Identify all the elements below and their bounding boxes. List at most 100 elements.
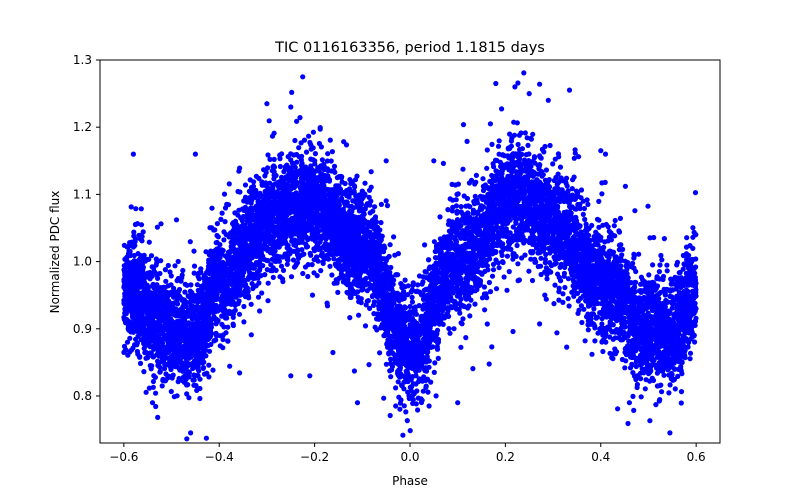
data-point: [453, 306, 460, 312]
data-point: [432, 255, 439, 261]
data-point: [489, 273, 496, 279]
chart-title: TIC 0116163356, period 1.1815 days: [274, 40, 545, 56]
data-point: [369, 293, 375, 300]
data-point: [622, 365, 628, 371]
data-point: [403, 409, 409, 415]
data-point: [480, 176, 486, 182]
data-point: [678, 400, 684, 406]
data-point: [152, 374, 158, 380]
data-point: [294, 159, 300, 165]
data-point: [589, 351, 595, 357]
data-point: [127, 335, 133, 341]
data-point: [387, 242, 393, 248]
data-point: [550, 161, 556, 167]
data-point: [449, 181, 455, 187]
data-point: [242, 182, 249, 188]
data-point: [397, 406, 403, 412]
data-point: [591, 306, 597, 312]
data-point: [630, 370, 636, 376]
data-point: [161, 284, 167, 290]
data-point: [175, 289, 181, 295]
data-point: [219, 313, 225, 319]
data-point: [329, 272, 335, 278]
data-point: [455, 181, 461, 187]
data-point: [312, 151, 318, 157]
data-point: [582, 216, 588, 222]
data-point: [146, 385, 152, 391]
scatter-points: [121, 70, 699, 442]
data-point: [525, 142, 531, 148]
data-point: [540, 172, 546, 178]
data-point: [387, 269, 393, 275]
data-point: [526, 158, 532, 164]
data-point: [467, 313, 473, 319]
data-point: [481, 284, 487, 290]
data-point: [197, 395, 203, 402]
data-point: [592, 338, 598, 344]
data-point: [121, 349, 127, 355]
data-point: [630, 260, 636, 266]
data-point: [255, 294, 262, 300]
data-point: [162, 267, 168, 273]
data-point: [362, 323, 369, 329]
data-point: [677, 269, 683, 276]
data-point: [328, 158, 334, 164]
data-point: [676, 289, 683, 295]
data-point: [221, 324, 227, 330]
data-point: [612, 217, 618, 224]
data-point: [650, 262, 656, 268]
data-point: [284, 261, 290, 267]
data-point: [404, 418, 410, 424]
data-point: [219, 210, 225, 216]
data-point: [633, 268, 639, 275]
data-point: [490, 267, 497, 273]
data-point: [611, 223, 617, 229]
data-point: [664, 262, 670, 268]
data-point: [472, 301, 478, 307]
data-point: [687, 356, 693, 362]
data-point: [630, 393, 636, 399]
data-point: [451, 326, 457, 332]
data-point: [218, 216, 224, 222]
data-point: [124, 339, 131, 345]
data-point: [210, 367, 216, 373]
data-point: [446, 326, 452, 332]
data-point: [222, 219, 228, 225]
data-point: [680, 327, 687, 333]
data-point: [461, 193, 467, 199]
data-point: [288, 274, 295, 280]
data-point: [486, 279, 492, 286]
data-point: [167, 269, 173, 275]
data-point: [693, 232, 699, 238]
data-point: [445, 207, 451, 213]
data-point: [175, 258, 181, 265]
data-point: [657, 262, 663, 268]
data-point: [407, 303, 413, 310]
data-point: [445, 299, 451, 305]
data-point: [580, 211, 586, 217]
data-point: [460, 166, 466, 172]
data-point: [182, 289, 188, 295]
data-point: [148, 366, 154, 372]
data-point: [557, 164, 564, 170]
data-point: [638, 394, 644, 400]
data-point: [495, 143, 502, 149]
data-point: [225, 338, 231, 344]
data-point: [256, 280, 262, 286]
data-point: [137, 360, 144, 366]
data-point: [187, 239, 193, 245]
data-point: [535, 263, 541, 270]
data-point: [196, 276, 202, 282]
data-point: [277, 163, 283, 170]
data-point: [279, 151, 285, 157]
data-point: [405, 292, 411, 298]
data-point: [440, 321, 446, 327]
data-point: [290, 257, 297, 263]
data-point: [453, 197, 459, 203]
data-point: [519, 255, 525, 261]
data-point: [137, 354, 143, 360]
data-point: [134, 348, 140, 355]
data-point: [409, 299, 415, 305]
